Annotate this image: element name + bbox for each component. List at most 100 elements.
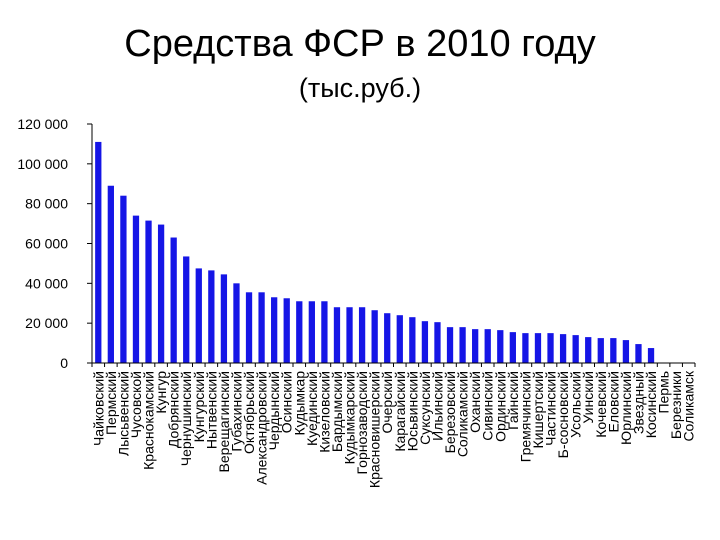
bar-44 [635, 344, 642, 363]
x-category-label: Нытвенский [203, 371, 219, 449]
bar-27 [421, 321, 429, 363]
bar-42 [610, 338, 617, 363]
x-category-label: Кунгурский [191, 371, 207, 442]
x-category-label: Чердынский [266, 371, 282, 450]
bar-20 [333, 307, 341, 363]
x-category-label: Оханский [467, 371, 483, 433]
bar-16 [283, 298, 290, 363]
y-tick-label: 100 000 [17, 156, 68, 172]
x-category-label: Гайнский [505, 371, 521, 430]
x-category-label: Бардымский [329, 371, 345, 452]
bar-41 [597, 338, 604, 363]
bar-9 [195, 268, 202, 363]
x-category-label: Березники [668, 371, 684, 439]
bar-29 [446, 327, 454, 363]
bar-4 [132, 215, 140, 363]
y-tick-label: 120 000 [17, 116, 68, 132]
bar-32 [484, 329, 491, 363]
y-tick-label: 80 000 [25, 196, 68, 212]
bar-34 [509, 332, 516, 363]
x-category-label: Александровский [254, 371, 270, 485]
bar-36 [534, 333, 542, 364]
x-category-label: Осинский [279, 371, 295, 433]
bar-17 [296, 301, 303, 363]
x-category-label: Лысьвенский [115, 371, 131, 456]
bar-18 [308, 301, 315, 363]
x-category-label: Соликамск [681, 370, 697, 441]
x-category-label: Горнозаводский [354, 371, 370, 474]
bar-43 [622, 340, 630, 363]
bar-30 [459, 327, 466, 363]
x-category-label: Чусовской [128, 371, 144, 438]
chart-title: Средства ФСР в 2010 году [124, 23, 596, 65]
x-category-label: Ординский [492, 371, 508, 442]
x-category-label: Кудымкарский [342, 371, 358, 464]
bar-21 [346, 307, 353, 363]
x-category-label: Суксунский [417, 371, 433, 445]
x-category-label: Косинский [643, 371, 659, 438]
bar-19 [321, 301, 328, 363]
x-category-label: Кочевский [593, 371, 609, 438]
x-category-label: Куединский [304, 371, 320, 446]
x-category-label: Соликамский [455, 371, 471, 457]
bar-13 [245, 292, 253, 363]
bar-22 [358, 307, 366, 363]
bar-6 [157, 224, 165, 363]
bar-25 [396, 315, 403, 363]
x-category-label: Сивинский [480, 371, 496, 441]
x-category-label: Ильинский [429, 371, 445, 441]
bar-12 [233, 283, 240, 363]
bar-1 [95, 141, 102, 363]
bar-24 [384, 313, 391, 363]
x-category-label: Чернушинский [178, 371, 194, 466]
bar-14 [258, 292, 265, 363]
bar-28 [434, 322, 441, 363]
bar-38 [559, 334, 567, 363]
x-category-label: Красновишерский [367, 371, 383, 488]
x-category-label: Губахинский [228, 371, 244, 452]
bar-7 [170, 237, 177, 363]
x-category-label: Частинский [543, 371, 559, 446]
y-tick-label: 0 [60, 355, 68, 371]
x-category-label: Б-сосновский [555, 371, 571, 458]
bar-37 [547, 333, 554, 364]
y-tick-label: 40 000 [25, 275, 68, 291]
bar-3 [120, 195, 127, 363]
bar-15 [271, 297, 278, 363]
x-category-label: Краснокамский [141, 371, 157, 470]
x-category-label: Еловский [605, 371, 621, 433]
bar-40 [585, 337, 592, 363]
x-category-label: Очерский [379, 371, 395, 434]
x-category-label: Юсьвинский [404, 371, 420, 451]
x-category-label: Карагайский [392, 371, 408, 452]
x-category-label: Кунгур [153, 371, 169, 414]
bar-33 [497, 330, 504, 363]
bar-11 [220, 274, 228, 363]
x-category-label: Кудымкар [291, 371, 307, 436]
x-category-label: Пермь [656, 371, 672, 414]
y-tick-label: 20 000 [25, 315, 68, 331]
bar-10 [208, 270, 215, 363]
x-category-label: Кишертский [530, 371, 546, 449]
x-category-label: Верещагинский [216, 371, 232, 472]
x-category-label: Усольский [568, 371, 584, 438]
x-category-label: Октябрьский [241, 371, 257, 454]
x-category-label: Гремячинский [517, 371, 533, 462]
bar-26 [409, 317, 416, 363]
bar-35 [522, 333, 529, 364]
bar-5 [145, 220, 152, 363]
y-tick-label: 60 000 [25, 236, 68, 252]
bar-39 [572, 335, 579, 363]
bar-23 [371, 310, 378, 363]
x-category-label: Пермский [103, 371, 119, 435]
x-category-label: Добрянский [166, 371, 182, 448]
bar-31 [472, 329, 479, 363]
bar-2 [107, 185, 114, 363]
x-category-label: Юрлинский [618, 371, 634, 445]
x-category-label: Кизеловский [316, 371, 332, 453]
x-category-label: Звездный [630, 371, 646, 434]
x-category-label: Чайковский [90, 371, 106, 446]
chart-subtitle: (тыс.руб.) [298, 73, 422, 103]
bar-8 [183, 256, 190, 363]
